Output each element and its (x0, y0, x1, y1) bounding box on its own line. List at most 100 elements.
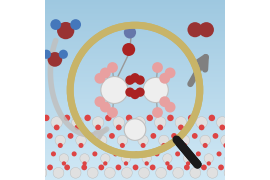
Circle shape (207, 161, 211, 166)
Bar (45, 117, 225, 118)
Circle shape (130, 90, 140, 99)
Bar (45, 152, 225, 153)
Bar (45, 52, 225, 53)
Circle shape (152, 62, 163, 73)
Bar (45, 173, 225, 174)
Bar (45, 84, 225, 85)
Bar (45, 4, 225, 5)
Bar (45, 77, 225, 78)
Bar (45, 94, 225, 95)
Bar (45, 88, 225, 89)
Circle shape (138, 135, 148, 146)
Bar (45, 89, 225, 90)
Circle shape (75, 125, 80, 130)
Bar (45, 101, 225, 102)
Bar (45, 170, 225, 171)
Bar (45, 149, 225, 150)
Bar (45, 27, 225, 28)
Circle shape (80, 154, 89, 163)
Bar (45, 132, 225, 133)
Bar (45, 155, 225, 156)
Bar (45, 5, 225, 6)
Bar (45, 68, 225, 69)
Bar (45, 43, 225, 44)
Circle shape (76, 135, 86, 146)
Bar (45, 131, 225, 132)
Bar (45, 50, 225, 51)
Bar (45, 81, 225, 82)
Bar (45, 25, 225, 26)
Bar (45, 73, 225, 74)
Circle shape (64, 165, 70, 170)
Bar (45, 175, 225, 176)
Circle shape (217, 151, 222, 156)
Circle shape (167, 165, 173, 170)
Bar (45, 13, 225, 14)
Circle shape (101, 154, 110, 163)
Bar (45, 34, 225, 35)
Circle shape (79, 143, 83, 148)
Circle shape (42, 50, 51, 59)
Bar (45, 9, 225, 10)
Bar (45, 104, 225, 105)
Bar (45, 167, 225, 168)
Circle shape (227, 161, 232, 166)
Bar (45, 121, 225, 122)
Bar (45, 97, 225, 98)
Circle shape (134, 117, 145, 128)
Circle shape (107, 62, 118, 73)
Circle shape (72, 117, 83, 128)
Bar (45, 103, 225, 104)
Bar (45, 46, 225, 47)
Circle shape (212, 133, 218, 139)
Circle shape (100, 68, 111, 78)
Bar (45, 119, 225, 120)
Circle shape (47, 133, 53, 139)
Bar (45, 153, 225, 154)
Bar (45, 136, 225, 137)
Circle shape (70, 167, 81, 178)
Circle shape (192, 133, 198, 139)
Bar (45, 111, 225, 112)
Bar (45, 115, 225, 116)
Circle shape (158, 135, 169, 146)
Bar (45, 40, 225, 41)
Circle shape (47, 165, 53, 170)
Circle shape (55, 135, 66, 146)
Bar (45, 154, 225, 155)
Circle shape (99, 165, 104, 170)
Bar (45, 16, 225, 17)
Bar (45, 41, 225, 42)
Bar (45, 65, 225, 66)
Circle shape (54, 125, 60, 130)
Circle shape (182, 143, 187, 148)
Circle shape (116, 165, 121, 170)
Circle shape (165, 68, 176, 78)
Circle shape (43, 115, 49, 121)
Bar (45, 7, 225, 8)
Bar (45, 94, 225, 95)
Bar (45, 48, 225, 49)
Bar (45, 99, 225, 100)
Bar (45, 116, 225, 117)
Bar (45, 144, 225, 145)
Circle shape (81, 165, 87, 170)
Bar (45, 60, 225, 61)
Circle shape (50, 19, 61, 30)
Circle shape (159, 73, 170, 84)
Circle shape (190, 167, 201, 178)
Bar (45, 168, 225, 169)
Bar (45, 96, 225, 97)
Bar (45, 110, 225, 111)
Circle shape (137, 125, 142, 130)
Bar (45, 37, 225, 38)
Bar (45, 179, 225, 180)
Bar (45, 11, 225, 12)
Bar (45, 45, 225, 46)
Bar (45, 105, 225, 106)
Bar (45, 134, 225, 135)
Bar (45, 39, 225, 40)
Circle shape (125, 87, 135, 97)
Circle shape (36, 167, 47, 178)
Circle shape (120, 143, 125, 148)
